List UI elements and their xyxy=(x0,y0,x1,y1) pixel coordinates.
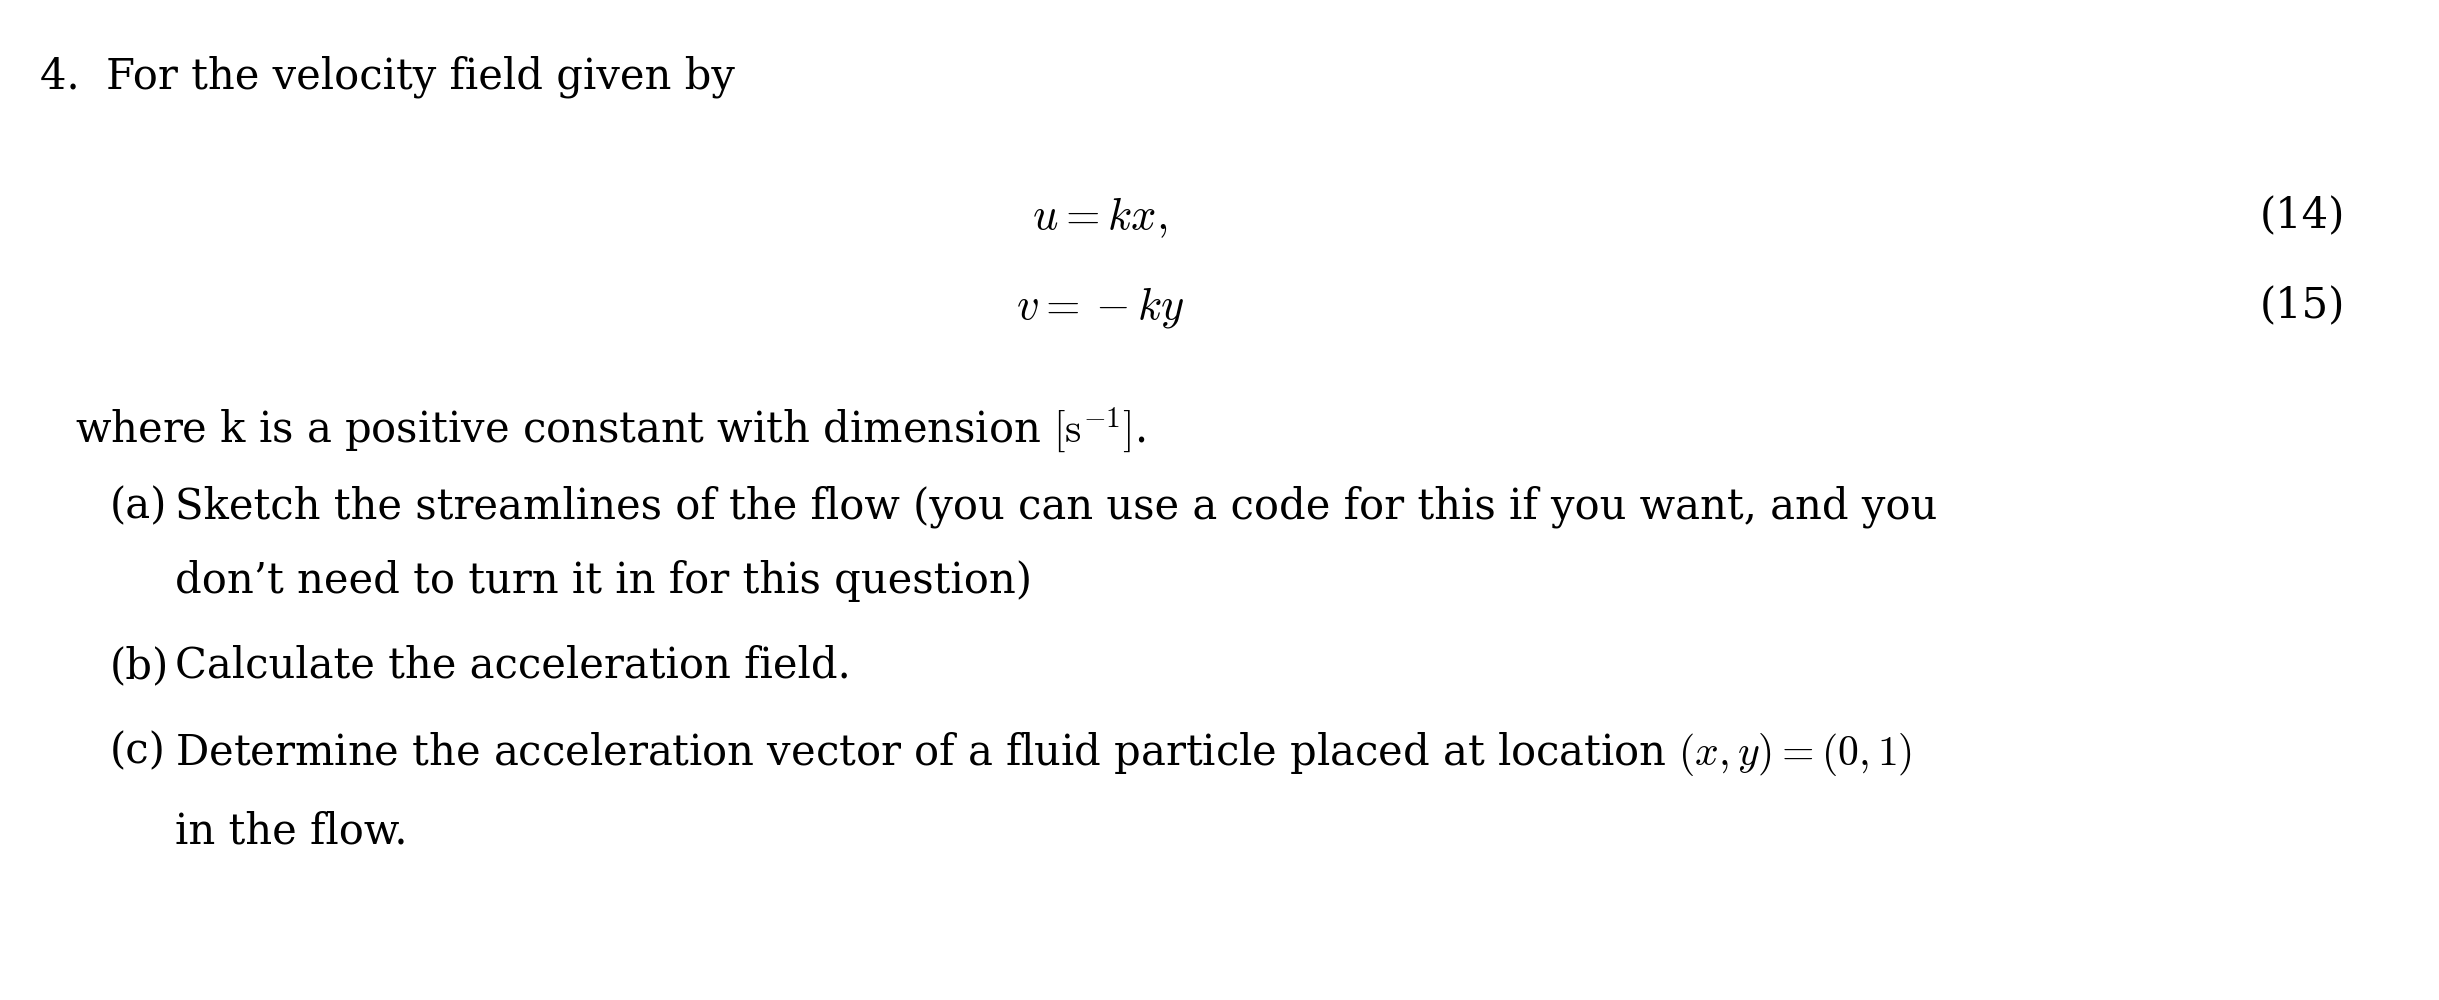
Text: Calculate the acceleration field.: Calculate the acceleration field. xyxy=(176,645,851,687)
Text: don’t need to turn it in for this question): don’t need to turn it in for this questi… xyxy=(176,560,1032,602)
Text: $u = kx,$: $u = kx,$ xyxy=(1032,195,1168,240)
Text: (a): (a) xyxy=(110,485,168,527)
Text: in the flow.: in the flow. xyxy=(176,810,407,852)
Text: (c): (c) xyxy=(110,730,166,772)
Text: (14): (14) xyxy=(2261,195,2346,237)
Text: 4.  For the velocity field given by: 4. For the velocity field given by xyxy=(39,55,734,98)
Text: $v = -ky$: $v = -ky$ xyxy=(1015,285,1185,330)
Text: Determine the acceleration vector of a fluid particle placed at location $(x, y): Determine the acceleration vector of a f… xyxy=(176,730,1912,778)
Text: where k is a positive constant with dimension $[\mathrm{s}^{-1}]$.: where k is a positive constant with dime… xyxy=(76,405,1146,455)
Text: (b): (b) xyxy=(110,645,168,687)
Text: Sketch the streamlines of the flow (you can use a code for this if you want, and: Sketch the streamlines of the flow (you … xyxy=(176,485,1937,528)
Text: (15): (15) xyxy=(2261,285,2346,327)
